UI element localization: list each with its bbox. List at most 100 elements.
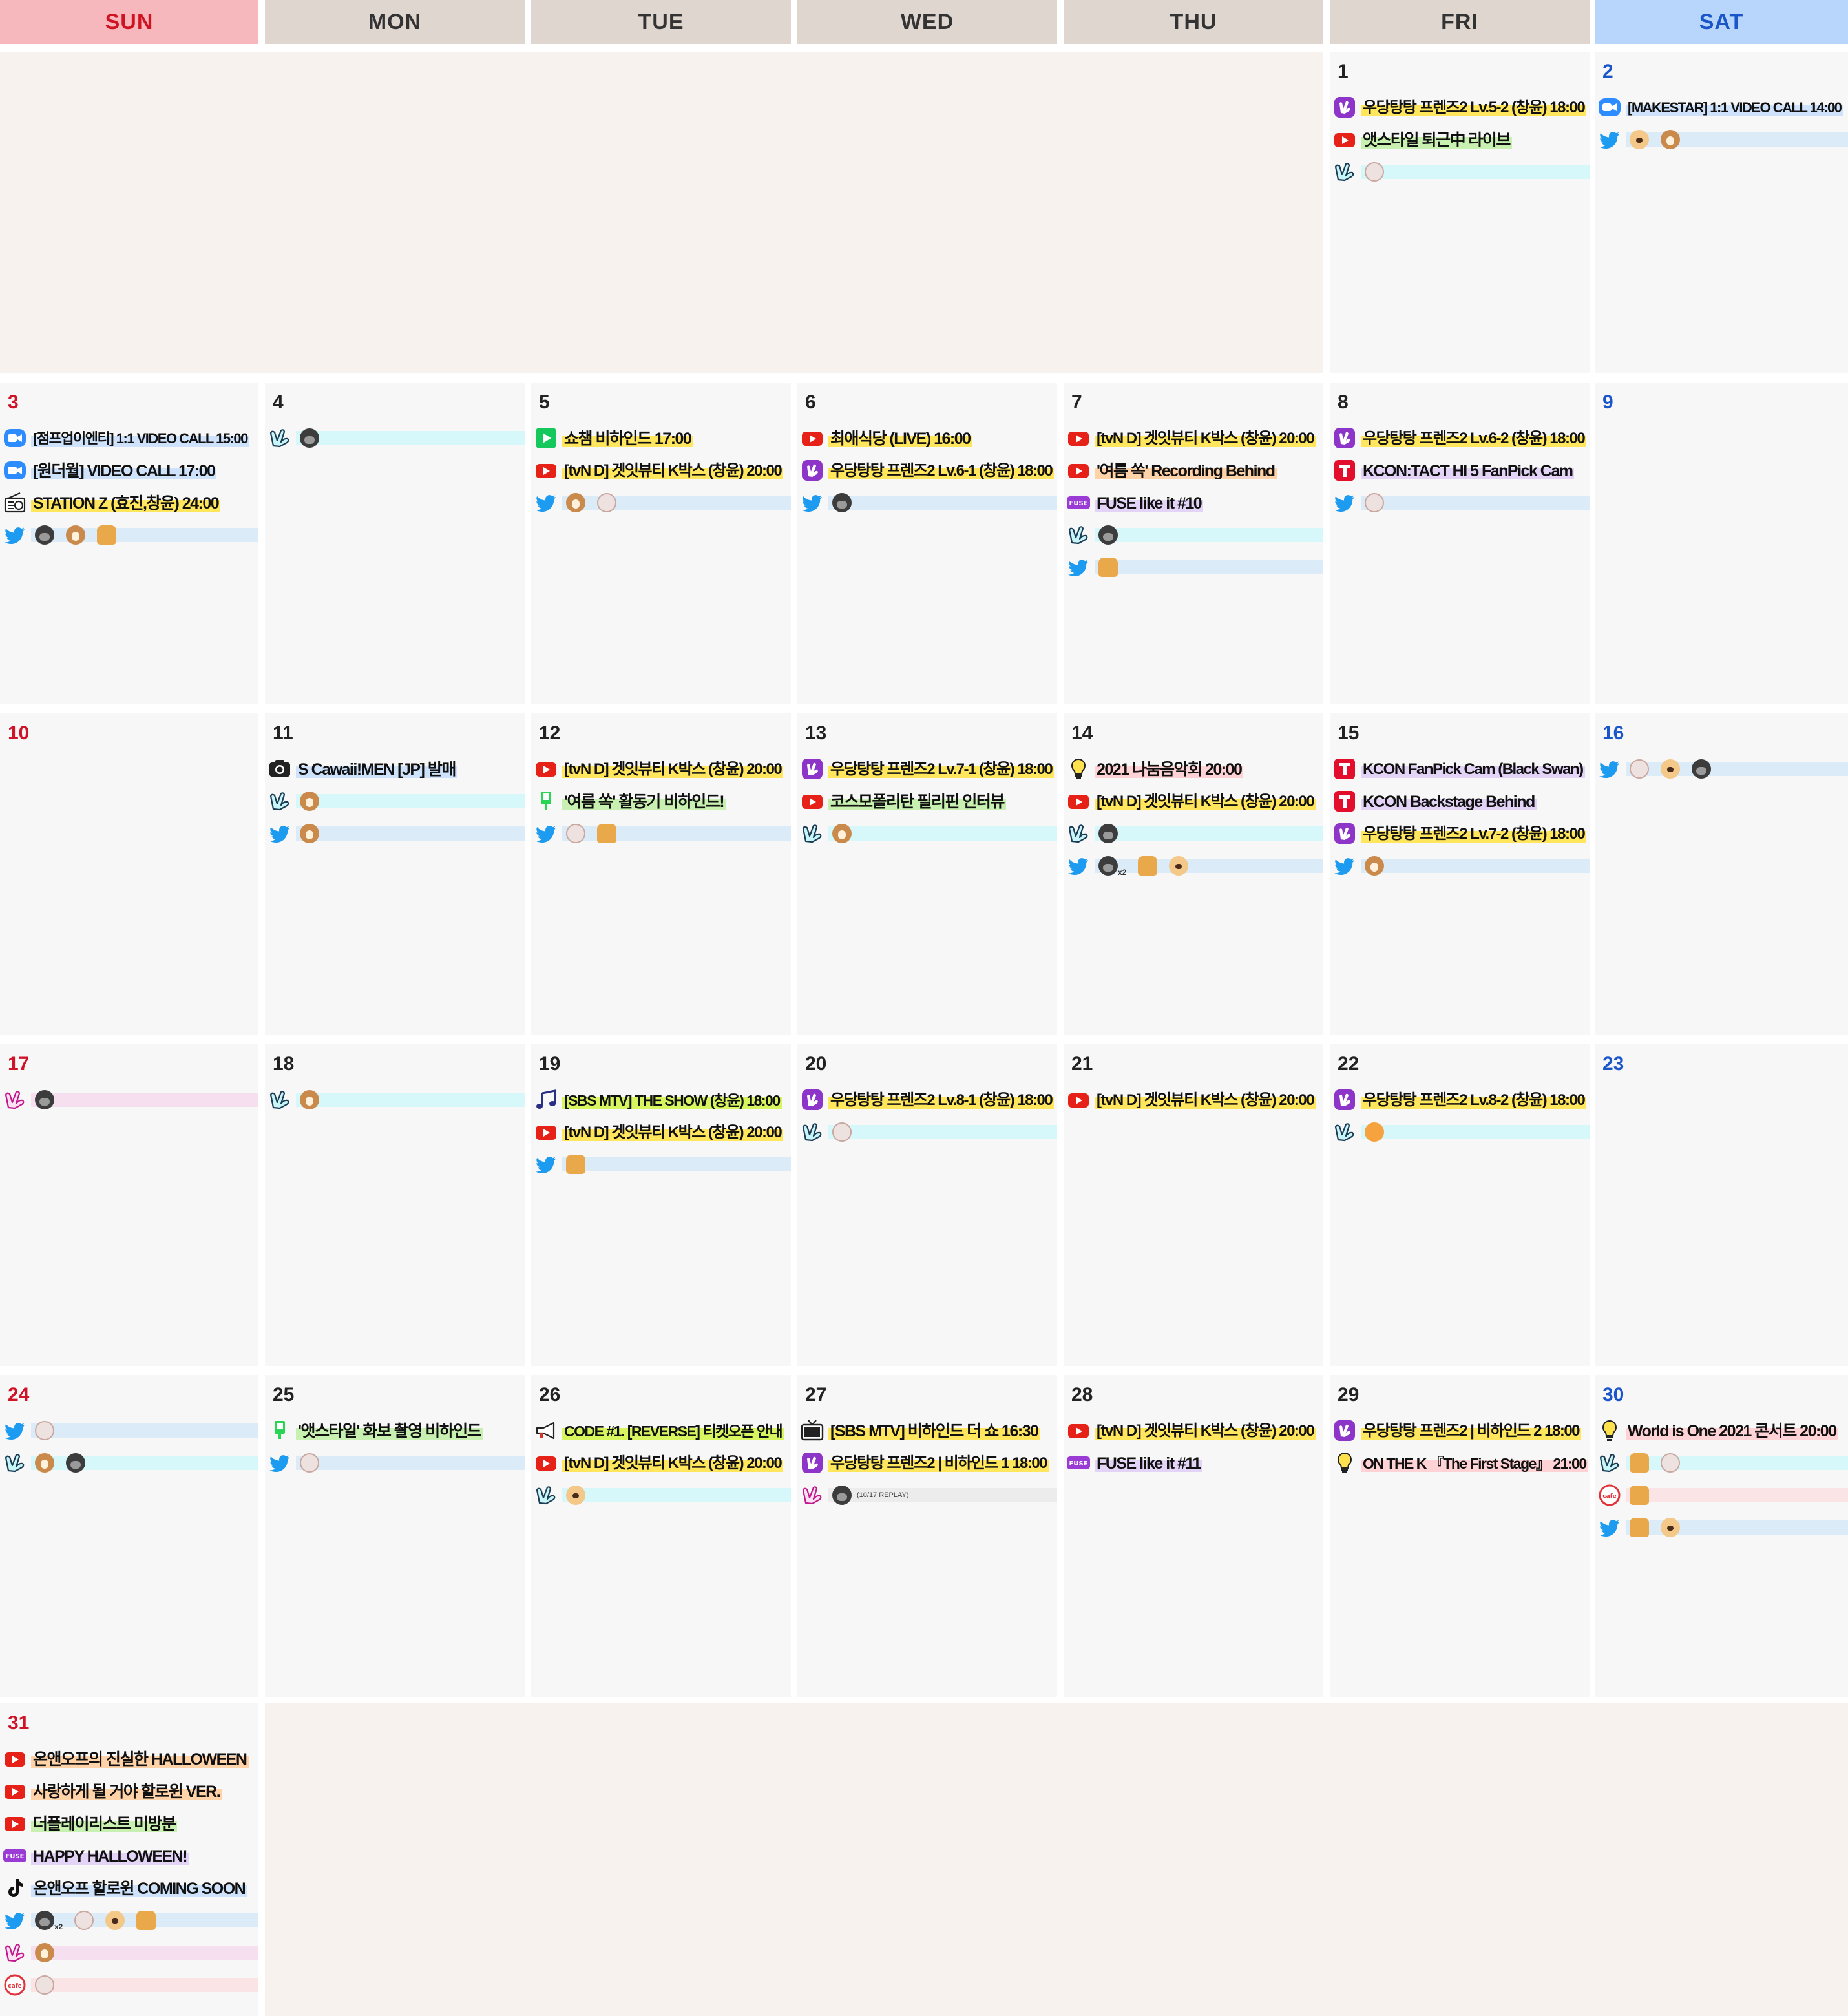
member-activity-row[interactable]: x2 (1066, 852, 1323, 880)
day-cell-31[interactable]: 31 온앤오프의 진실한 HALLOWEEN 사랑하게 될 거야 할로윈 VER. 더… (0, 1703, 258, 2016)
event-item[interactable]: 우당탕탕 프렌즈2 Lv.7-2 (창윤) 18:00 (1332, 819, 1590, 848)
day-cell-16[interactable]: 16 (1595, 713, 1848, 1035)
member-activity-row[interactable] (800, 819, 1057, 848)
day-cell-27[interactable]: 27 [SBS MTV] 비하인드 더 쇼 16:30 우당탕탕 프렌즈2 | 비하… (797, 1375, 1057, 1697)
member-activity-row[interactable] (1332, 158, 1590, 186)
member-activity-row[interactable] (800, 488, 1057, 517)
member-activity-row[interactable] (1332, 1118, 1590, 1146)
member-activity-row[interactable] (3, 1086, 258, 1114)
member-activity-row[interactable]: (10/17 REPLAY) (800, 1481, 1057, 1509)
member-activity-row[interactable] (1597, 1513, 1848, 1542)
day-cell-23[interactable]: 23 (1595, 1044, 1848, 1366)
day-cell-30[interactable]: 30 World is One 2021 콘서트 20:00 cafe (1595, 1375, 1848, 1697)
event-item[interactable]: World is One 2021 콘서트 20:00 (1597, 1416, 1848, 1445)
day-cell-17[interactable]: 17 (0, 1044, 258, 1366)
event-item[interactable]: [tvN D] 겟잇뷰티 K박스 (창윤) 20:00 (534, 1449, 791, 1477)
event-item[interactable]: [SBS MTV] 비하인드 더 쇼 16:30 (800, 1416, 1057, 1445)
day-cell-21[interactable]: 21 [tvN D] 겟잇뷰티 K박스 (창윤) 20:00 (1064, 1044, 1323, 1366)
day-cell-19[interactable]: 19 [SBS MTV] THE SHOW (창윤) 18:00 [tvN D] 겟… (531, 1044, 791, 1366)
event-item[interactable]: 온앤오프의 진실한 HALLOWEEN (3, 1745, 258, 1773)
day-cell-7[interactable]: 7 [tvN D] 겟잇뷰티 K박스 (창윤) 20:00 '여름 쏙' Recor… (1064, 383, 1323, 704)
event-item[interactable]: 우당탕탕 프렌즈2 Lv.8-2 (창윤) 18:00 (1332, 1086, 1590, 1114)
event-item[interactable]: S Cawaii!MEN [JP] 발매 (268, 755, 525, 783)
member-activity-row[interactable] (1597, 755, 1848, 783)
event-item[interactable]: 사랑하게 될 거야 할로윈 VER. (3, 1777, 258, 1805)
day-cell-1[interactable]: 1 우당탕탕 프렌즈2 Lv.5-2 (창윤) 18:00 앳스타일 퇴근中 라이브 (1330, 52, 1590, 373)
day-cell-12[interactable]: 12 [tvN D] 겟잇뷰티 K박스 (창윤) 20:00 '여름 쏙' 활동기 … (531, 713, 791, 1035)
member-activity-row[interactable] (3, 521, 258, 549)
event-item[interactable]: [점프업이엔티] 1:1 VIDEO CALL 15:00 (3, 424, 258, 452)
day-cell-28[interactable]: 28 [tvN D] 겟잇뷰티 K박스 (창윤) 20:00 FUSE FUSE li… (1064, 1375, 1323, 1697)
member-activity-row[interactable] (268, 787, 525, 815)
event-item[interactable]: FUSE FUSE like it #10 (1066, 488, 1323, 517)
member-activity-row[interactable]: x2 (3, 1906, 258, 1935)
event-item[interactable]: '앳스타일' 화보 촬영 비하인드 (268, 1416, 525, 1445)
event-item[interactable]: STATION Z (효진,창윤) 24:00 (3, 488, 258, 517)
event-item[interactable]: [tvN D] 겟잇뷰티 K박스 (창윤) 20:00 (534, 1118, 791, 1146)
event-item[interactable]: 온앤오프 할로윈 COMING SOON (3, 1874, 258, 1902)
member-activity-row[interactable] (1332, 488, 1590, 517)
member-activity-row[interactable] (268, 819, 525, 848)
member-activity-row[interactable] (1066, 521, 1323, 549)
day-cell-10[interactable]: 10 (0, 713, 258, 1035)
event-item[interactable]: KCON Backstage Behind (1332, 787, 1590, 815)
day-cell-15[interactable]: 15 KCON FanPick Cam (Black Swan) KCON Back… (1330, 713, 1590, 1035)
event-item[interactable]: 우당탕탕 프렌즈2 | 비하인드 1 18:00 (800, 1449, 1057, 1477)
event-item[interactable]: [원더월] VIDEO CALL 17:00 (3, 456, 258, 485)
day-cell-29[interactable]: 29 우당탕탕 프렌즈2 | 비하인드 2 18:00 ON THE K 『The … (1330, 1375, 1590, 1697)
event-item[interactable]: '여름 쏙' 활동기 비하인드! (534, 787, 791, 815)
day-cell-26[interactable]: 26 CODE #1. [REVERSE] 티켓오픈 안내 [tvN D] 겟잇뷰티… (531, 1375, 791, 1697)
event-item[interactable]: '여름 쏙' Recording Behind (1066, 456, 1323, 485)
event-item[interactable]: 우당탕탕 프렌즈2 Lv.8-1 (창윤) 18:00 (800, 1086, 1057, 1114)
event-item[interactable]: 우당탕탕 프렌즈2 Lv.6-1 (창윤) 18:00 (800, 456, 1057, 485)
event-item[interactable]: 앳스타일 퇴근中 라이브 (1332, 125, 1590, 154)
member-activity-row[interactable] (3, 1416, 258, 1445)
day-cell-9[interactable]: 9 (1595, 383, 1848, 704)
event-item[interactable]: 코스모폴리탄 필리핀 인터뷰 (800, 787, 1057, 815)
member-activity-row[interactable] (1597, 1449, 1848, 1477)
member-activity-row[interactable] (534, 488, 791, 517)
event-item[interactable]: 우당탕탕 프렌즈2 Lv.5-2 (창윤) 18:00 (1332, 93, 1590, 121)
member-activity-row[interactable] (268, 424, 525, 452)
day-cell-14[interactable]: 14 2021 나눔음악회 20:00 [tvN D] 겟잇뷰티 K박스 (창윤) … (1064, 713, 1323, 1035)
member-activity-row[interactable] (268, 1086, 525, 1114)
member-activity-row[interactable] (268, 1449, 525, 1477)
day-cell-20[interactable]: 20 우당탕탕 프렌즈2 Lv.8-1 (창윤) 18:00 (797, 1044, 1057, 1366)
event-item[interactable]: 우당탕탕 프렌즈2 Lv.7-1 (창윤) 18:00 (800, 755, 1057, 783)
day-cell-24[interactable]: 24 (0, 1375, 258, 1697)
member-activity-row[interactable] (1597, 125, 1848, 154)
day-cell-25[interactable]: 25 '앳스타일' 화보 촬영 비하인드 (265, 1375, 525, 1697)
member-activity-row[interactable] (3, 1938, 258, 1967)
day-cell-22[interactable]: 22 우당탕탕 프렌즈2 Lv.8-2 (창윤) 18:00 (1330, 1044, 1590, 1366)
event-item[interactable]: 쇼챔 비하인드 17:00 (534, 424, 791, 452)
member-activity-row[interactable] (3, 1449, 258, 1477)
event-item[interactable]: [MAKESTAR] 1:1 VIDEO CALL 14:00 (1597, 93, 1848, 121)
event-item[interactable]: KCON FanPick Cam (Black Swan) (1332, 755, 1590, 783)
event-item[interactable]: [tvN D] 겟잇뷰티 K박스 (창윤) 20:00 (534, 755, 791, 783)
day-cell-8[interactable]: 8 우당탕탕 프렌즈2 Lv.6-2 (창윤) 18:00 KCON:TACT HI… (1330, 383, 1590, 704)
event-item[interactable]: 더플레이리스트 미방분 (3, 1809, 258, 1838)
member-activity-row[interactable]: cafe (3, 1971, 258, 1999)
event-item[interactable]: 2021 나눔음악회 20:00 (1066, 755, 1323, 783)
event-item[interactable]: FUSE FUSE like it #11 (1066, 1449, 1323, 1477)
member-activity-row[interactable]: cafe (1597, 1481, 1848, 1509)
member-activity-row[interactable] (534, 819, 791, 848)
day-cell-6[interactable]: 6 최애식당 (LIVE) 16:00 우당탕탕 프렌즈2 Lv.6-1 (창윤) … (797, 383, 1057, 704)
day-cell-3[interactable]: 3 [점프업이엔티] 1:1 VIDEO CALL 15:00 [원더월] VIDE… (0, 383, 258, 704)
member-activity-row[interactable] (534, 1481, 791, 1509)
member-activity-row[interactable] (1066, 553, 1323, 582)
member-activity-row[interactable] (1332, 852, 1590, 880)
member-activity-row[interactable] (1066, 819, 1323, 848)
day-cell-2[interactable]: 2 [MAKESTAR] 1:1 VIDEO CALL 14:00 (1595, 52, 1848, 373)
event-item[interactable]: KCON:TACT HI 5 FanPick Cam (1332, 456, 1590, 485)
event-item[interactable]: [tvN D] 겟잇뷰티 K박스 (창윤) 20:00 (1066, 1086, 1323, 1114)
day-cell-18[interactable]: 18 (265, 1044, 525, 1366)
member-activity-row[interactable] (534, 1150, 791, 1179)
event-item[interactable]: [tvN D] 겟잇뷰티 K박스 (창윤) 20:00 (534, 456, 791, 485)
member-activity-row[interactable] (800, 1118, 1057, 1146)
day-cell-13[interactable]: 13 우당탕탕 프렌즈2 Lv.7-1 (창윤) 18:00 코스모폴리탄 필리핀 … (797, 713, 1057, 1035)
day-cell-5[interactable]: 5 쇼챔 비하인드 17:00 [tvN D] 겟잇뷰티 K박스 (창윤) 20:0… (531, 383, 791, 704)
event-item[interactable]: ON THE K 『The First Stage』 21:00 (1332, 1449, 1590, 1477)
event-item[interactable]: [SBS MTV] THE SHOW (창윤) 18:00 (534, 1086, 791, 1114)
day-cell-11[interactable]: 11 S Cawaii!MEN [JP] 발매 (265, 713, 525, 1035)
